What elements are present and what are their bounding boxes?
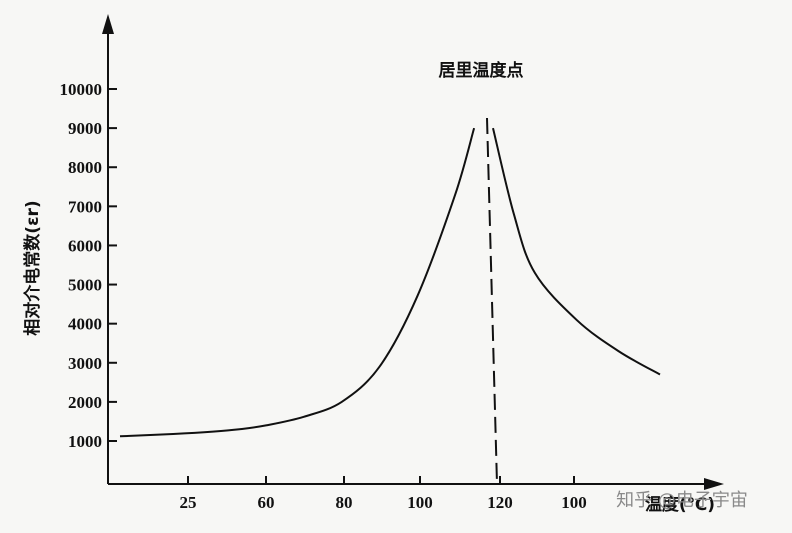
y-tick-label: 8000 bbox=[68, 158, 102, 177]
x-axis-label: 温度(℃) bbox=[645, 494, 715, 515]
y-tick-label: 6000 bbox=[68, 236, 102, 255]
y-ticks: 1000 2000 3000 4000 5000 6000 7000 8000 9000 1000… bbox=[60, 80, 117, 451]
curve-above-curie bbox=[492, 127, 661, 376]
x-axis-arrow-icon bbox=[704, 478, 724, 490]
watermark-text: 知乎 @电子宇宙 bbox=[616, 490, 748, 511]
y-tick-label: 10000 bbox=[60, 80, 103, 99]
curie-point-dashed-line bbox=[486, 117, 498, 485]
curie-point-label: 居里温度点 bbox=[439, 60, 524, 81]
curve-below-curie bbox=[119, 127, 476, 438]
x-tick-label: 100 bbox=[407, 493, 433, 512]
y-tick-label: 4000 bbox=[68, 315, 102, 334]
x-tick-label: 60 bbox=[258, 493, 275, 512]
x-tick-label: 25 bbox=[180, 493, 197, 512]
y-tick-label: 9000 bbox=[68, 119, 102, 138]
x-tick-label: 120 bbox=[487, 493, 513, 512]
y-tick-label: 3000 bbox=[68, 354, 102, 373]
x-ticks: 25 60 80 100 120 100 bbox=[180, 476, 587, 512]
y-axis-arrow-icon bbox=[102, 14, 114, 34]
x-tick-label: 100 bbox=[561, 493, 587, 512]
y-tick-label: 2000 bbox=[68, 393, 102, 412]
y-axis-label: 相对介电常数(εr) bbox=[22, 200, 43, 335]
y-tick-label: 7000 bbox=[68, 197, 102, 216]
y-tick-label: 1000 bbox=[68, 432, 102, 451]
x-tick-label: 80 bbox=[336, 493, 353, 512]
y-tick-label: 5000 bbox=[68, 276, 102, 295]
